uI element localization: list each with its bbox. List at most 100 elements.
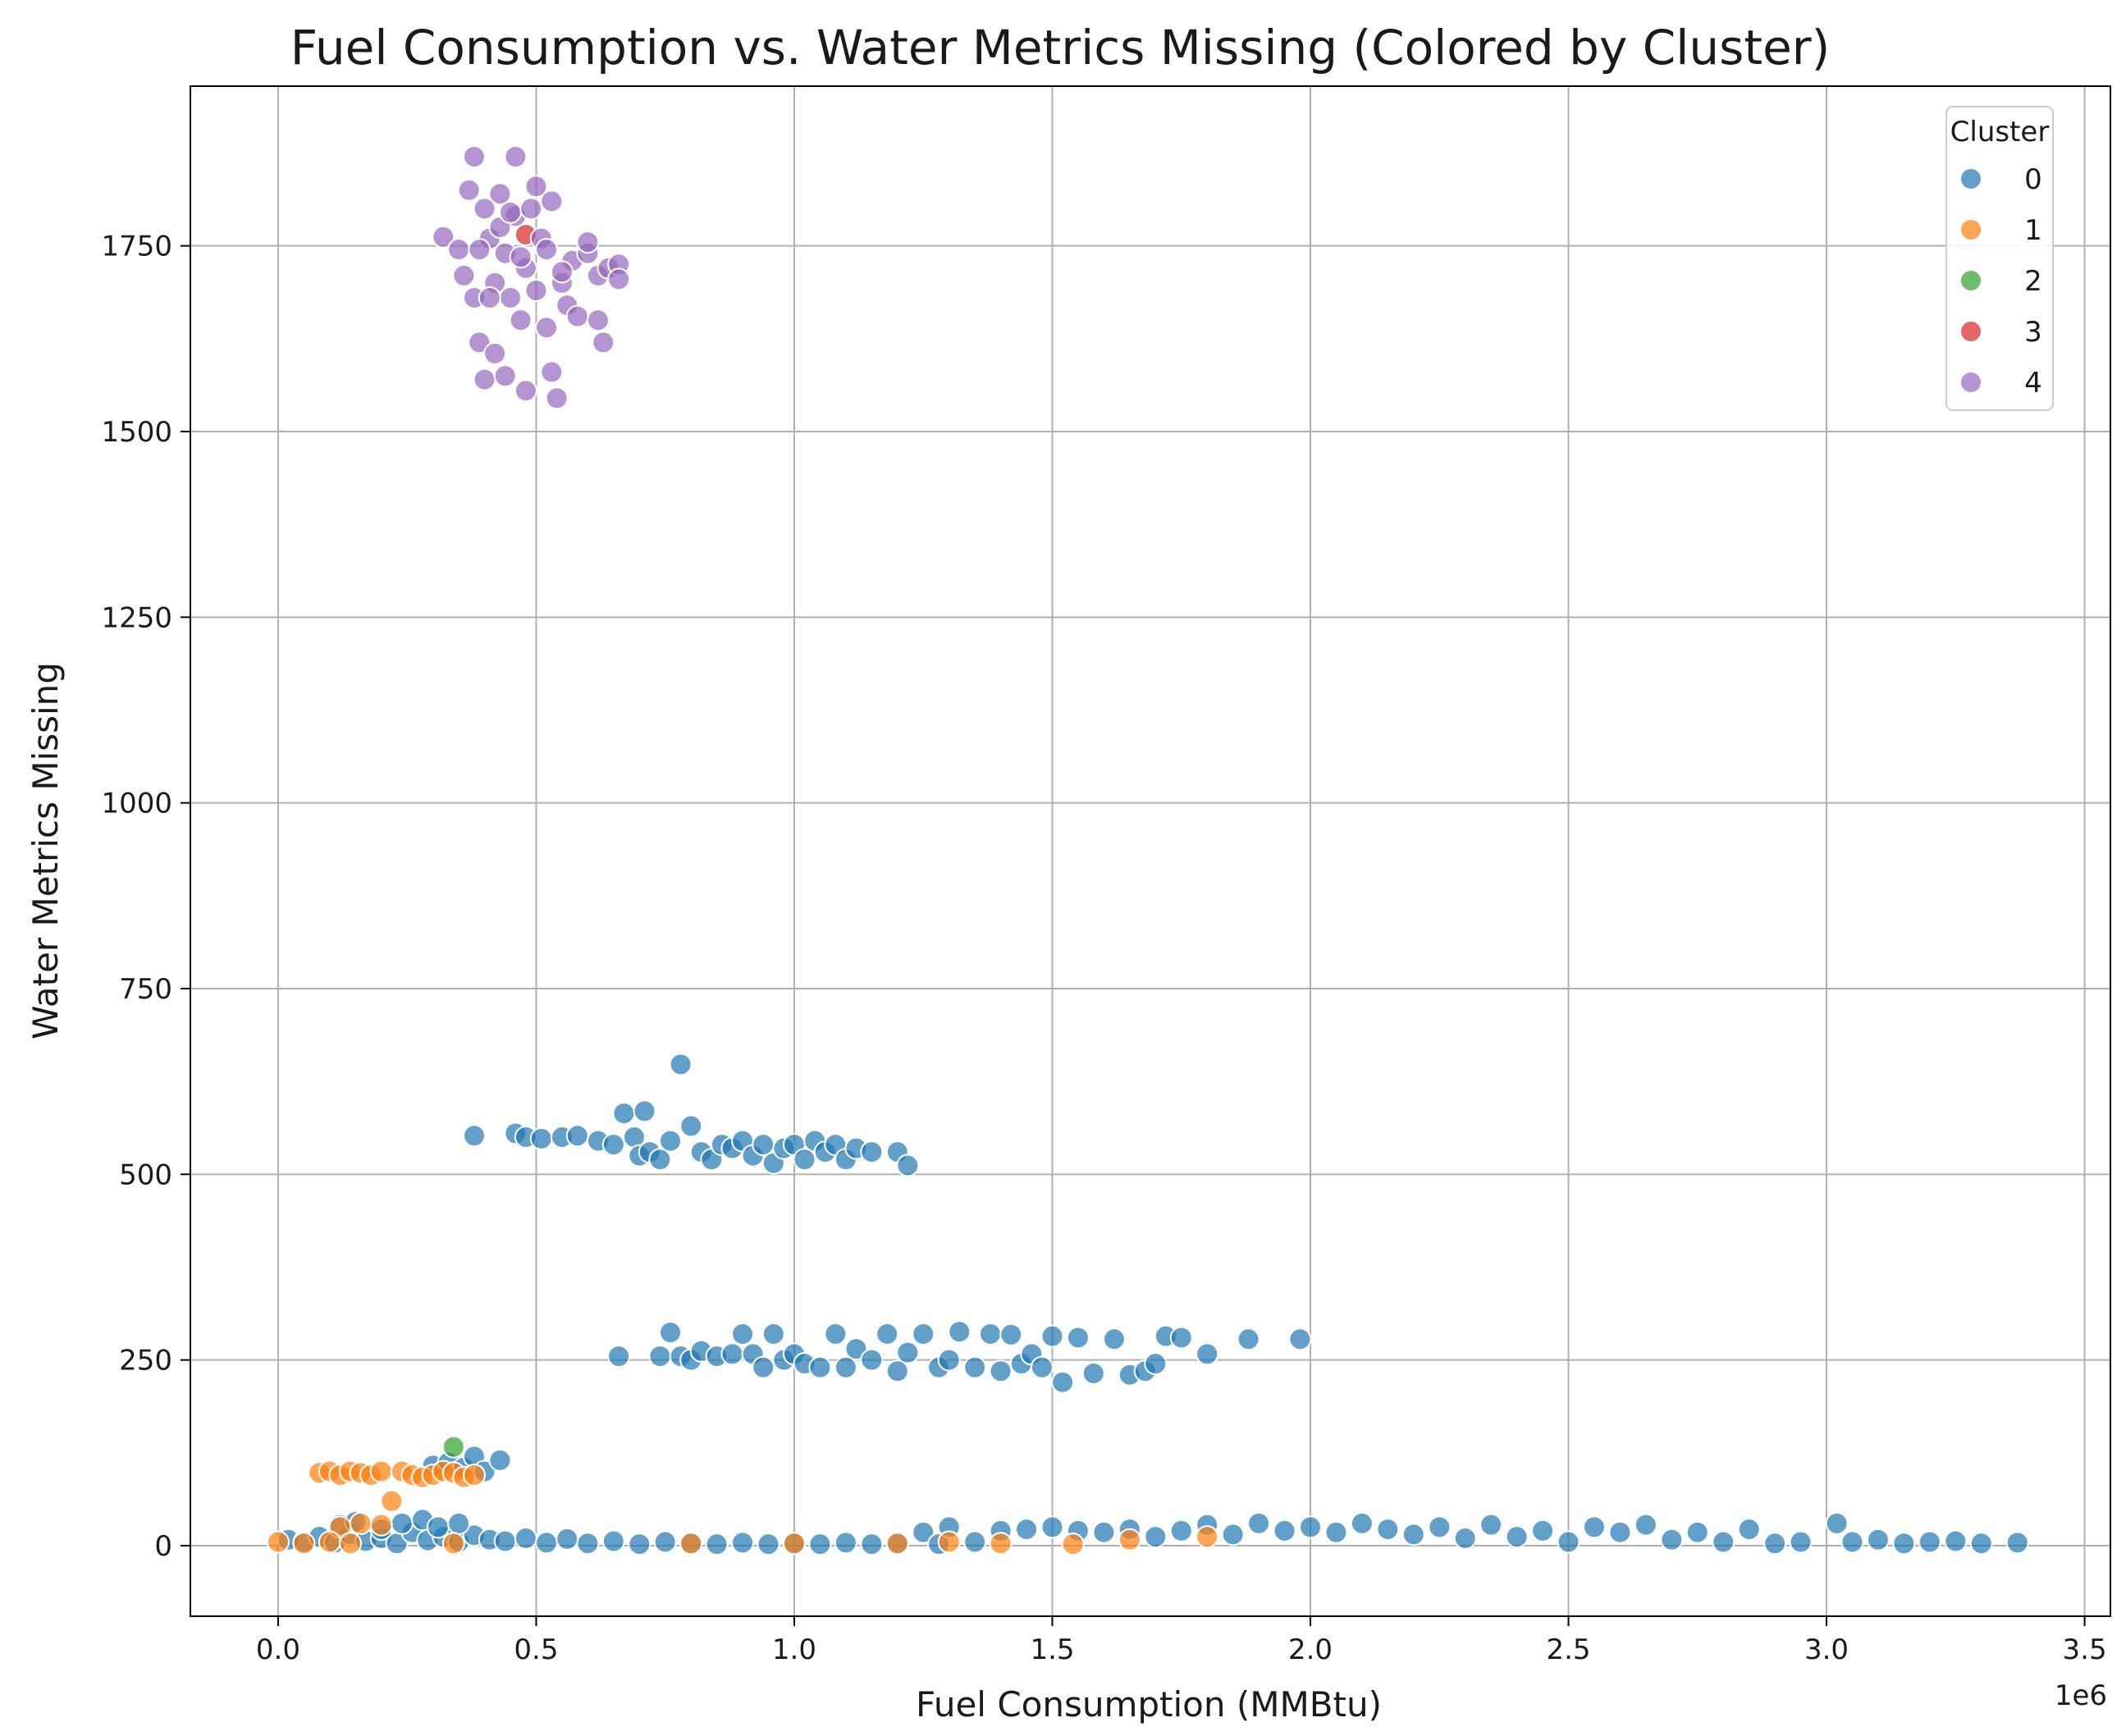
data-point (1401, 1523, 1425, 1546)
data-point (369, 1460, 393, 1483)
data-point (462, 1463, 486, 1487)
data-point (999, 1323, 1023, 1346)
data-point (565, 304, 589, 328)
data-point (478, 286, 501, 310)
data-point (1789, 1530, 1813, 1554)
data-point (669, 1053, 693, 1076)
data-point (896, 1154, 920, 1177)
data-point (628, 1533, 652, 1556)
legend-label-4: 4 (2024, 367, 2042, 400)
series-4 (432, 145, 631, 410)
data-point (912, 1322, 935, 1345)
data-point (948, 1320, 972, 1344)
data-point (441, 1435, 465, 1459)
data-point (1102, 1327, 1126, 1351)
x-axis-offset-label: 1e6 (2055, 1679, 2107, 1712)
data-point (504, 145, 528, 169)
legend-marker-2 (1961, 271, 1981, 290)
data-point (1634, 1513, 1657, 1537)
data-point (1144, 1525, 1168, 1549)
y-axis-ticks: 0 250 500 750 1000 1250 1500 1750 (101, 231, 190, 1563)
data-point (705, 1533, 729, 1556)
legend: Cluster 0 1 2 3 4 (1945, 106, 2054, 411)
data-point (1376, 1518, 1400, 1542)
data-point (612, 1102, 636, 1126)
data-point (653, 1530, 677, 1554)
series-1 (266, 1460, 1219, 1556)
data-point (447, 238, 471, 262)
x-tick-label: 3.5 (2063, 1633, 2107, 1666)
data-point (452, 263, 476, 287)
data-point (1092, 1520, 1116, 1544)
data-point (989, 1532, 1013, 1556)
data-point (592, 331, 615, 354)
data-point (757, 1533, 780, 1556)
data-point (468, 238, 491, 262)
data-point (844, 1337, 868, 1361)
data-point (679, 1532, 703, 1556)
legend-frame (1945, 106, 2054, 411)
data-point (1428, 1515, 1452, 1539)
legend-marker-0 (1961, 169, 1981, 189)
data-point (834, 1355, 857, 1379)
data-point (509, 245, 533, 269)
data-point (441, 1532, 465, 1556)
data-point (731, 1531, 755, 1555)
y-tick-label: 1000 (101, 788, 172, 820)
data-point (1825, 1511, 1849, 1535)
data-point (1169, 1519, 1193, 1542)
data-point (349, 1511, 373, 1535)
data-point (339, 1532, 362, 1556)
data-point (860, 1533, 884, 1556)
data-point (1081, 1361, 1105, 1385)
data-point (885, 1532, 909, 1556)
legend-marker-3 (1961, 322, 1981, 341)
data-point (808, 1533, 832, 1556)
legend-marker-1 (1961, 220, 1981, 240)
data-point (1299, 1515, 1322, 1539)
data-point (535, 238, 559, 262)
data-point (963, 1355, 987, 1379)
data-point (390, 1511, 414, 1535)
y-tick-label: 250 (119, 1345, 172, 1377)
data-point (524, 175, 548, 199)
data-point (1892, 1532, 1916, 1556)
x-tick-label: 2.5 (1546, 1633, 1590, 1666)
data-point (1169, 1326, 1193, 1350)
plot-frame (190, 85, 2111, 1617)
legend-label-0: 0 (2024, 163, 2042, 196)
data-point (576, 1532, 600, 1556)
data-point (586, 308, 610, 332)
x-tick-label: 3.0 (1804, 1633, 1849, 1666)
data-point (292, 1532, 316, 1556)
y-tick-label: 1500 (101, 416, 172, 449)
data-point (1221, 1523, 1245, 1546)
data-point (545, 386, 569, 410)
data-point (1582, 1515, 1606, 1539)
y-tick-label: 1750 (101, 231, 172, 263)
plot-background (190, 86, 2110, 1616)
data-point (1918, 1530, 1941, 1554)
data-point (793, 1148, 816, 1172)
data-point (633, 1099, 656, 1123)
data-point (731, 1322, 755, 1345)
data-point (1866, 1528, 1890, 1551)
legend-label-1: 1 (2024, 214, 2042, 247)
data-point (1531, 1519, 1555, 1542)
data-point (834, 1531, 857, 1555)
data-point (447, 1511, 471, 1535)
data-point (1247, 1511, 1271, 1535)
data-point (535, 1531, 559, 1555)
data-points (266, 145, 2029, 1556)
x-tick-label: 1.0 (772, 1633, 816, 1666)
y-tick-label: 500 (119, 1158, 172, 1191)
data-point (963, 1530, 987, 1554)
data-point (937, 1530, 961, 1554)
data-point (979, 1322, 1002, 1345)
data-point (535, 316, 559, 340)
data-point (824, 1322, 848, 1345)
data-point (1944, 1529, 1968, 1553)
data-point (720, 1342, 744, 1366)
data-point (648, 1148, 672, 1172)
